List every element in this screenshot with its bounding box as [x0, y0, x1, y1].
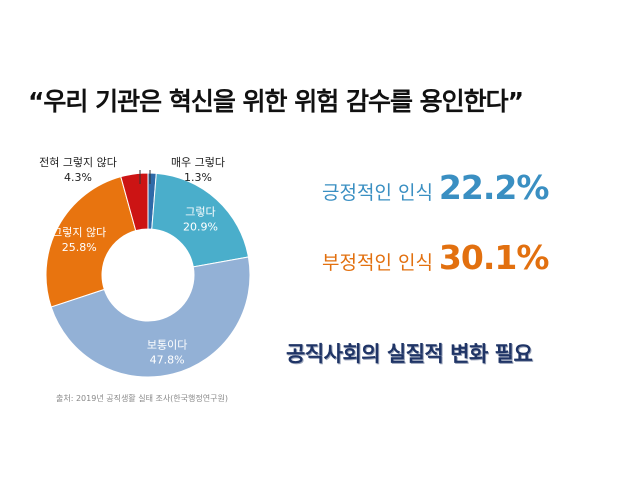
positive-stat-value: 22.2%: [438, 168, 549, 207]
slice-label-strongly-disagree: 전혀 그렇지 않다: [39, 156, 117, 169]
slice-label-neutral: 보통이다: [147, 339, 187, 352]
slice-labels: 매우 그렇다 1.3% 그렇다 20.9% 보통이다 47.8% 그렇지 않다 25.8% 전혀…: [39, 156, 225, 367]
slice-value-disagree: 25.8%: [62, 241, 97, 254]
negative-stat-label: 부정적인 인식: [322, 252, 433, 274]
slice-value-agree: 20.9%: [183, 220, 218, 233]
slice-value-strongly-disagree: 4.3%: [64, 171, 92, 184]
positive-stat: 긍정적인 인식 22.2%: [322, 168, 549, 207]
source-note: 출처: 2019년 공직생활 실태 조사(한국행정연구원): [56, 394, 228, 403]
callout-lines: [139, 170, 151, 184]
slice-value-neutral: 47.8%: [150, 354, 185, 367]
slice-agree: [151, 172, 249, 268]
slice-disagree: [45, 176, 137, 308]
slice-neutral: [50, 256, 251, 378]
slice-label-very-agree: 매우 그렇다: [171, 156, 225, 169]
negative-stat: 부정적인 인식 30.1%: [322, 238, 549, 277]
slice-value-very-agree: 1.3%: [184, 171, 212, 184]
donut-slices: [45, 172, 251, 378]
conclusion-text: 공직사회의 실질적 변화 필요: [286, 342, 533, 366]
positive-stat-label: 긍정적인 인식: [322, 182, 433, 204]
negative-stat-value: 30.1%: [438, 238, 549, 277]
slice-label-disagree: 그렇지 않다: [52, 226, 106, 239]
slice-strongly-disagree: [120, 172, 149, 232]
chart-title: “우리 기관은 혁신을 위한 위험 감수를 용인한다”: [28, 87, 524, 116]
slice-label-agree: 그렇다: [185, 205, 215, 218]
